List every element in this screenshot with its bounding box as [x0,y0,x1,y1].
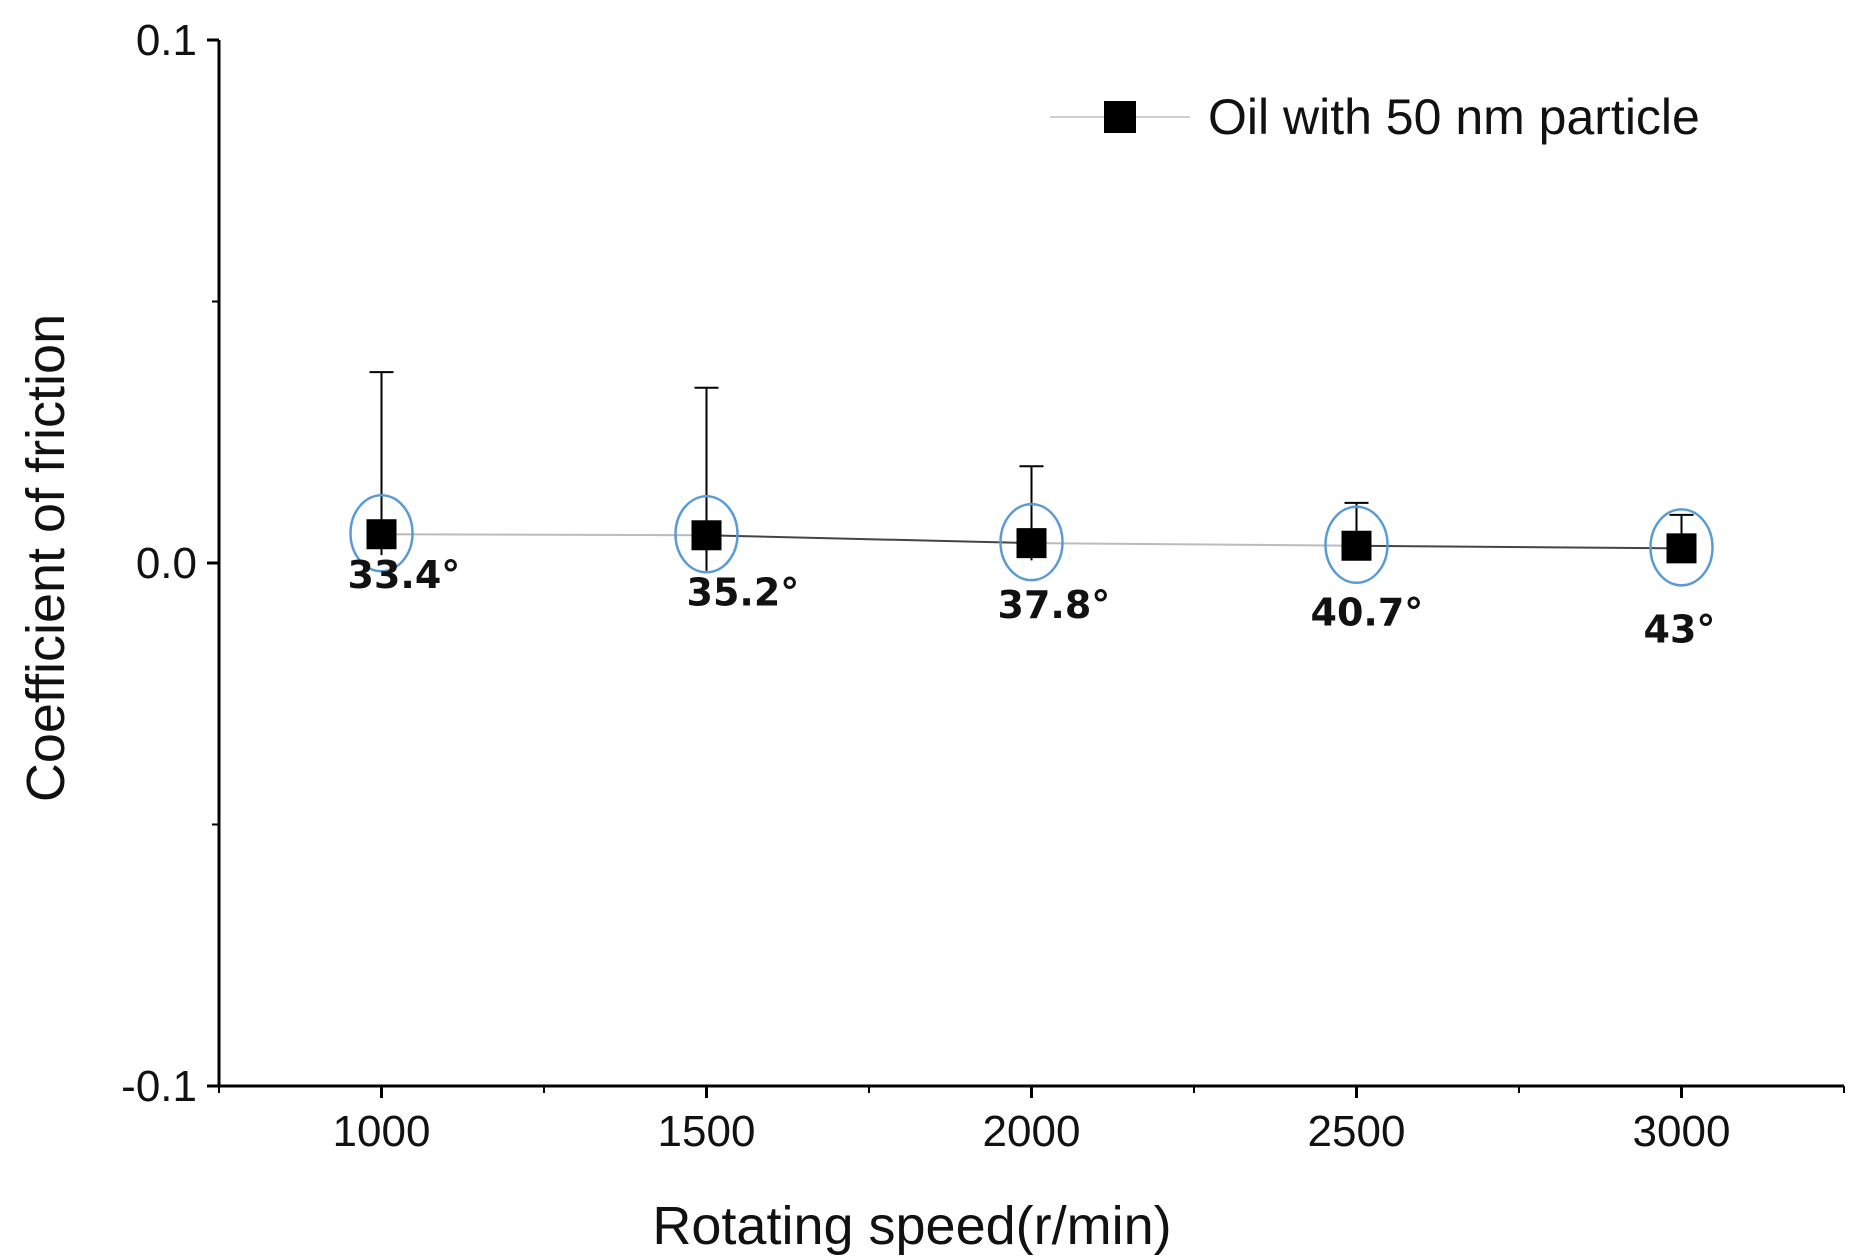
connector-line [706,534,1032,545]
x-tick-label: 2000 [983,1107,1081,1156]
series-connector-lines [381,533,1682,550]
x-ticks: 1000 1500 2000 2500 3000 [218,1086,1845,1156]
highlight-circles [349,493,1714,587]
angle-annotations: 33.4° 35.2° 37.8° 40.7° 43° [348,553,1716,651]
data-point-marker [366,519,397,550]
x-tick-label: 3000 [1633,1107,1731,1156]
x-tick-label: 1000 [333,1107,431,1156]
highlight-circle [1324,505,1389,584]
axes [217,40,1844,1088]
highlight-circle [674,495,739,574]
y-ticks: -0.1 0.0 0.1 [121,16,219,1111]
x-tick-label: 1500 [658,1107,756,1156]
data-points [366,519,1697,564]
x-tick-label: 2500 [1308,1107,1406,1156]
y-tick-label: 0.0 [136,539,197,588]
angle-annotation: 35.2° [687,570,800,614]
highlight-circle [349,493,414,573]
data-point-marker [1666,533,1697,564]
connector-line [1356,544,1682,550]
angle-annotation: 40.7° [1311,591,1424,635]
angle-annotation: 33.4° [348,553,461,597]
x-axis-title: Rotating speed(r/min) [652,1196,1171,1256]
highlight-circle [1649,508,1714,587]
connector-line [1031,542,1357,547]
y-tick-label: 0.1 [136,16,197,65]
highlight-circle [999,502,1064,582]
data-point-marker [1016,528,1047,559]
y-tick-label: -0.1 [121,1062,197,1111]
angle-annotation: 43° [1644,607,1716,651]
angle-annotation: 37.8° [998,583,1111,627]
y-axis-title: Coefficient of friction [16,314,76,802]
legend-label: Oil with 50 nm particle [1208,89,1700,145]
connector-line [381,533,707,537]
legend: Oil with 50 nm particle [1050,89,1700,145]
data-point-marker [691,520,722,551]
data-point-marker [1341,530,1372,561]
legend-marker [1104,101,1136,133]
